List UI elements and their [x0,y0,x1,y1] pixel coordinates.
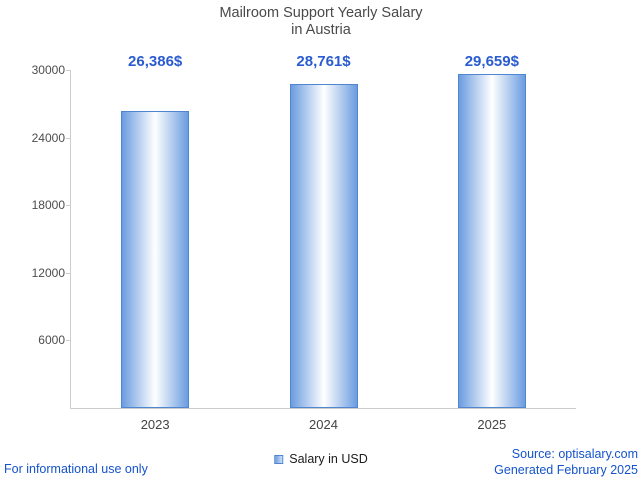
x-axis-label: 2024 [309,417,338,432]
y-axis-tick-label: 18000 [31,198,65,213]
y-axis-tick-label: 12000 [31,265,65,280]
source-link[interactable]: Source: optisalary.com [511,447,638,461]
y-axis-tick-label: 24000 [31,130,65,145]
bar-value-label: 28,761$ [296,53,351,70]
footer-source-block: Source: optisalary.com Generated Februar… [494,446,638,478]
y-axis-tick-label: 30000 [31,63,65,77]
bar-2025 [457,73,526,408]
generated-date: Generated February 2025 [494,463,638,477]
plot-area: 6000 12000 18000 24000 30000 26,386$ 2023 28,76… [32,53,576,432]
y-axis-tick-mark [66,205,71,207]
x-axis-label: 2023 [140,417,170,432]
y-axis-tick-mark [66,70,71,71]
x-axis-label: 2025 [477,417,507,432]
legend-swatch-icon [274,454,284,464]
bar-2023 [121,110,190,408]
bar-value-label: 29,659$ [464,53,519,70]
bar-value-label: 26,386$ [128,53,183,70]
bar-2024 [289,83,358,408]
chart-title: Mailroom Support Yearly Salary in Austri… [219,5,423,38]
legend: Salary in USD [274,452,368,466]
y-axis-tick-mark [66,272,71,274]
legend-label: Salary in USD [289,452,368,466]
y-axis-tick-mark [66,340,71,342]
y-axis-tick-mark [66,137,71,139]
footer-disclaimer: For informational use only [4,462,148,476]
y-axis-tick-label: 6000 [38,333,65,348]
